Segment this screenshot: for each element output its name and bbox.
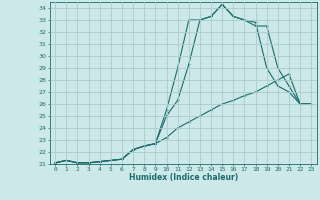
X-axis label: Humidex (Indice chaleur): Humidex (Indice chaleur) bbox=[129, 173, 238, 182]
